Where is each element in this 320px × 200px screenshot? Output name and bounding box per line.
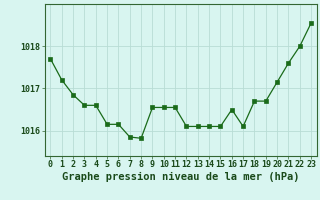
X-axis label: Graphe pression niveau de la mer (hPa): Graphe pression niveau de la mer (hPa) — [62, 172, 300, 182]
